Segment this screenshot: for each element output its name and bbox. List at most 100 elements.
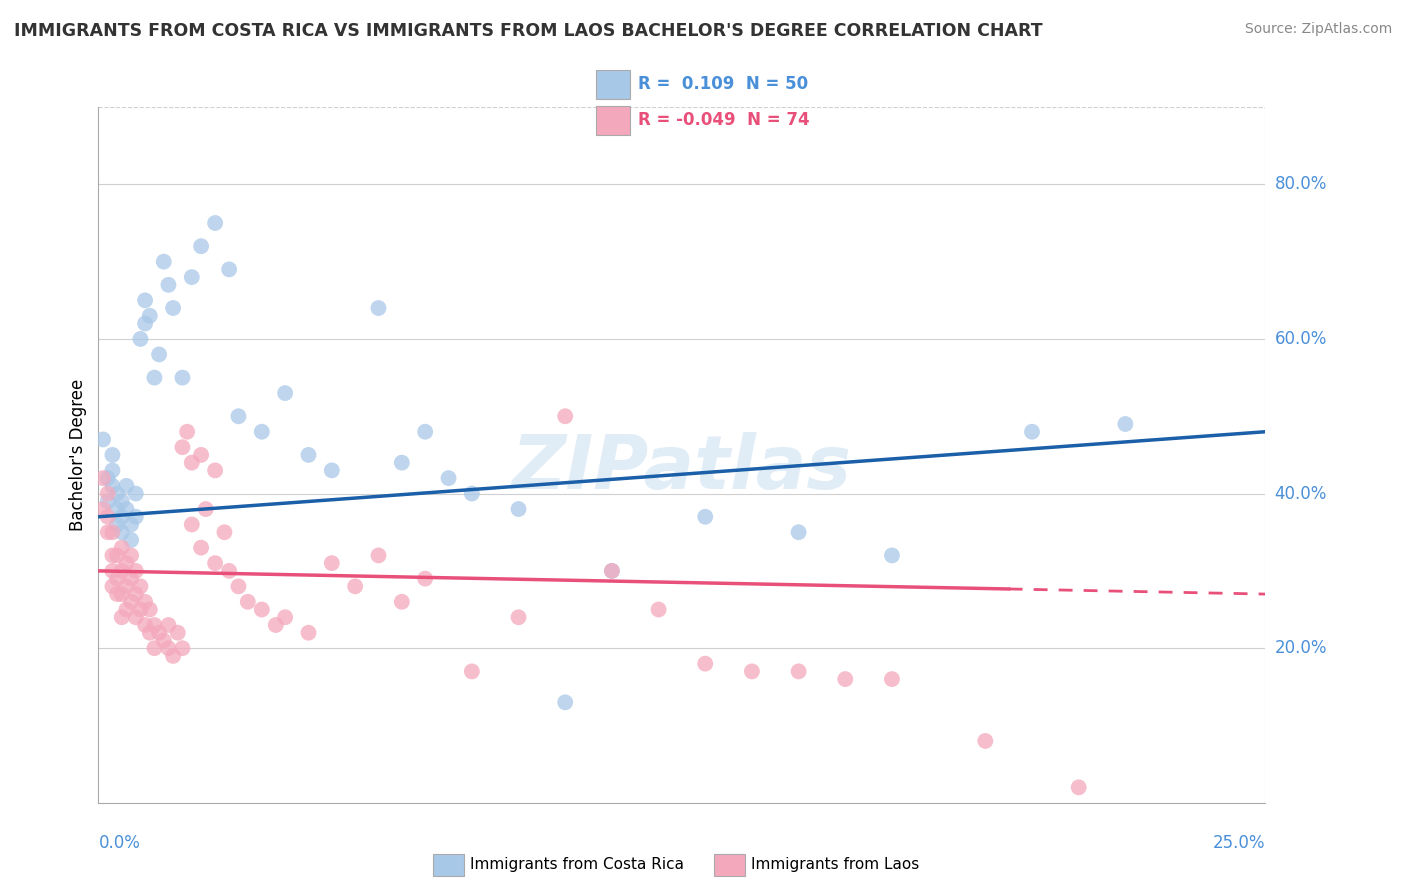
Point [120,572,142,586]
Point [695,509,717,524]
Point [391,595,413,609]
Point [274,386,297,401]
Point [974,734,997,748]
Point [880,549,903,563]
Point [172,370,194,384]
Point [91,433,114,447]
Text: Immigrants from Costa Rica: Immigrants from Costa Rica [470,857,683,871]
Point [139,309,162,323]
Point [367,301,389,315]
Point [129,602,152,616]
Point [111,610,134,624]
Point [115,556,138,570]
Text: ZIPatlas: ZIPatlas [512,433,852,506]
Point [120,595,142,609]
Text: 20.0%: 20.0% [1275,640,1327,657]
Point [647,602,669,616]
Point [204,556,226,570]
Point [172,641,194,656]
Point [391,456,413,470]
Point [204,463,226,477]
Point [105,517,128,532]
Point [101,579,124,593]
Point [115,602,138,616]
Point [166,625,188,640]
Point [111,564,134,578]
Point [695,657,717,671]
Point [157,277,180,292]
Point [97,486,120,500]
Point [190,448,212,462]
Point [228,579,250,593]
Point [134,595,156,609]
Point [176,425,198,439]
Point [250,425,273,439]
Point [111,587,134,601]
Point [97,494,120,508]
Point [125,509,148,524]
Bar [596,70,630,99]
Point [101,463,124,477]
Point [180,456,202,470]
Point [120,533,142,547]
Text: R = -0.049  N = 74: R = -0.049 N = 74 [638,112,810,129]
Point [125,587,148,601]
Point [111,525,134,540]
Point [321,556,343,570]
Point [787,665,810,679]
Point [152,633,174,648]
Point [97,525,120,540]
Point [111,541,134,555]
Point [214,525,236,540]
Point [105,502,128,516]
Point [250,602,273,616]
Point [834,672,856,686]
Point [297,625,319,640]
Point [97,509,120,524]
Point [129,332,152,346]
Point [461,665,484,679]
Point [787,525,810,540]
Point [115,579,138,593]
Point [91,471,114,485]
Text: Source: ZipAtlas.com: Source: ZipAtlas.com [1244,22,1392,37]
Point [297,448,319,462]
Point [1021,425,1043,439]
Point [194,502,217,516]
Point [190,541,212,555]
Point [157,641,180,656]
Point [101,549,124,563]
Point [554,695,576,709]
Point [148,625,170,640]
Point [97,471,120,485]
Point [600,564,623,578]
Point [105,549,128,563]
Bar [433,855,464,876]
Point [274,610,297,624]
Point [880,672,903,686]
Point [101,448,124,462]
Point [120,549,142,563]
Point [105,587,128,601]
Point [508,610,530,624]
Point [1114,417,1136,431]
Point [413,572,436,586]
Text: R =  0.109  N = 50: R = 0.109 N = 50 [638,75,808,93]
Point [204,216,226,230]
Point [367,549,389,563]
Text: Immigrants from Laos: Immigrants from Laos [751,857,920,871]
Point [344,579,367,593]
Point [508,502,530,516]
Point [139,602,162,616]
Point [190,239,212,253]
Point [157,618,180,632]
Text: 40.0%: 40.0% [1275,484,1327,502]
Point [228,409,250,424]
Point [115,502,138,516]
Text: 0.0%: 0.0% [98,834,141,852]
Point [741,665,763,679]
Point [143,370,166,384]
Point [162,648,184,663]
Point [101,564,124,578]
Point [111,509,134,524]
